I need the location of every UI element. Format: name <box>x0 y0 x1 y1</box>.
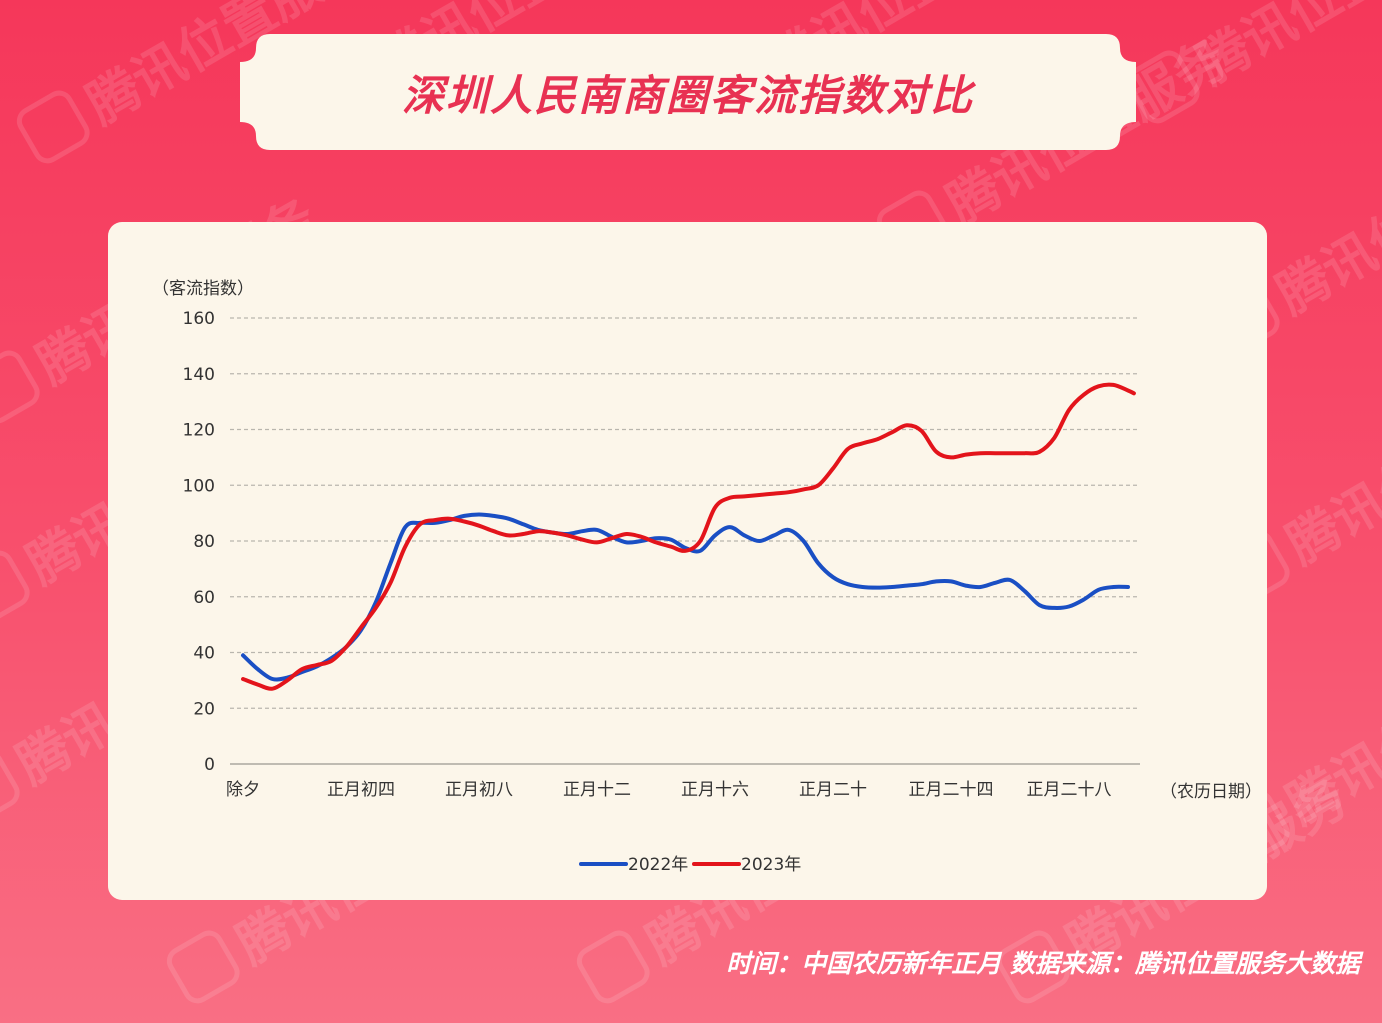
line-chart: 0 20 40 60 80 100 120 140 160 （客流指数） 除夕 正月初四 正月初八 正月十… <box>152 279 1262 875</box>
y-tick-label: 160 <box>183 309 215 329</box>
watermark-logo-icon <box>0 350 40 424</box>
watermark: 腾讯位置服务 <box>1126 0 1382 124</box>
watermark-logo-icon <box>576 930 650 1004</box>
x-tick-label: 正月二十八 <box>1027 780 1112 800</box>
y-axis-label: （客流指数） <box>152 279 254 299</box>
watermark-logo-icon <box>166 930 240 1004</box>
x-tick-label: 除夕 <box>226 780 260 800</box>
title-banner-shape <box>240 34 1136 150</box>
x-tick-label: 正月二十 <box>799 780 867 800</box>
y-tick-label: 100 <box>183 476 215 496</box>
series-line-2022 <box>241 512 1130 682</box>
footer-source-text: 时间：中国农历新年正月 数据来源：腾讯位置服务大数据 <box>726 949 1360 978</box>
x-tick-label: 正月二十四 <box>909 780 994 800</box>
series-line-2023 <box>241 382 1136 691</box>
y-tick-label: 140 <box>183 365 215 385</box>
page-title: 深圳人民南商圈客流指数对比 <box>401 70 974 120</box>
watermark-logo-icon <box>1126 50 1200 124</box>
y-tick-label: 120 <box>183 421 215 441</box>
y-tick-label: 60 <box>193 588 215 608</box>
y-tick-label: 40 <box>193 644 215 664</box>
x-axis-label: （农历日期） <box>1160 782 1262 802</box>
watermark-logo-icon <box>16 90 90 164</box>
y-tick-label: 20 <box>193 699 215 719</box>
legend-label: 2023年 <box>741 855 801 875</box>
legend-label: 2022年 <box>628 855 688 875</box>
title-banner: 深圳人民南商圈客流指数对比 <box>240 34 1136 150</box>
y-tick-label: 80 <box>193 532 215 552</box>
x-tick-label: 正月初四 <box>327 780 395 800</box>
watermark-text: 腾讯位置服务 <box>1267 118 1382 326</box>
x-tick-label: 正月十二 <box>563 780 631 800</box>
chart-card: 0 20 40 60 80 100 120 140 160 （客流指数） 除夕 正月初四 正月初八 正月十… <box>108 222 1267 900</box>
watermark-logo-icon <box>0 750 20 824</box>
x-tick-label: 正月十六 <box>681 780 749 800</box>
y-tick-label: 0 <box>204 755 215 775</box>
watermark-text: 腾讯位置服务 <box>1277 628 1382 836</box>
x-tick-label: 正月初八 <box>445 780 513 800</box>
watermark-text: 腾讯位置服务 <box>1277 368 1382 576</box>
watermark-text: 腾讯位置服务 <box>1187 0 1382 96</box>
watermark-logo-icon <box>0 550 30 624</box>
